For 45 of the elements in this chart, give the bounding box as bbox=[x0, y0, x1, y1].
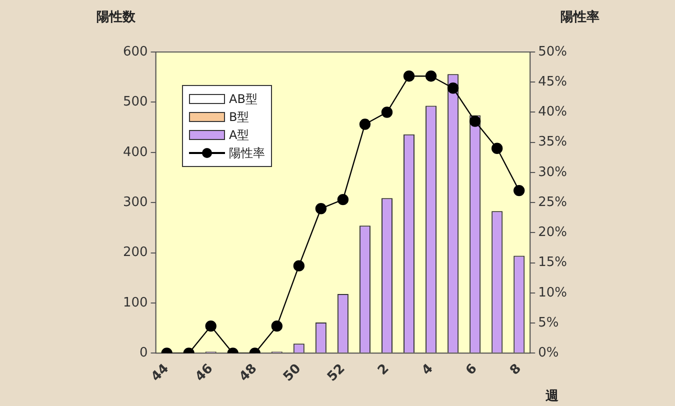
x-axis-title: 週 bbox=[544, 389, 560, 404]
x-tick-label: 44 bbox=[148, 361, 172, 385]
y2-tick-label: 5% bbox=[538, 315, 559, 330]
point bbox=[337, 194, 349, 206]
y2-tick-label: 40% bbox=[538, 104, 568, 120]
legend-label: AB型 bbox=[229, 90, 258, 108]
point bbox=[381, 106, 393, 118]
y-axis-title: 陽性数 bbox=[96, 10, 136, 25]
point bbox=[447, 82, 459, 94]
x-tick-label: 8 bbox=[507, 361, 524, 378]
y2-tick-label: 20% bbox=[538, 225, 568, 240]
y2-tick-label: 0% bbox=[538, 346, 559, 361]
y-tick-label: 500 bbox=[122, 94, 148, 110]
point bbox=[469, 116, 481, 127]
y-tick-label: 200 bbox=[122, 245, 148, 260]
x-tick-label: 46 bbox=[192, 361, 216, 385]
x-tick-label: 6 bbox=[463, 361, 480, 378]
y-tick-label: 100 bbox=[122, 295, 148, 310]
x-tick-label: 52 bbox=[324, 361, 348, 385]
point bbox=[403, 70, 415, 82]
y-tick-label: 300 bbox=[122, 194, 148, 210]
point bbox=[513, 184, 525, 196]
point bbox=[315, 203, 327, 214]
x-tick-label: 2 bbox=[375, 361, 392, 378]
x-tick-label: 4 bbox=[419, 361, 436, 378]
y-tick-label: 400 bbox=[122, 144, 148, 160]
y2-tick-label: 45% bbox=[538, 74, 568, 90]
y2-tick-label: 10% bbox=[538, 285, 568, 300]
y-tick-label: 0 bbox=[140, 346, 148, 361]
legend-label: B型 bbox=[229, 108, 250, 126]
y2-axis-title: 陽性率 bbox=[560, 8, 600, 25]
point bbox=[359, 118, 371, 130]
y2-tick-label: 50% bbox=[538, 44, 568, 60]
x-tick-label: 50 bbox=[280, 361, 304, 385]
point bbox=[293, 260, 305, 272]
legend-label: A型 bbox=[229, 126, 250, 144]
point bbox=[491, 142, 503, 154]
y2-tick-label: 35% bbox=[538, 134, 568, 150]
point bbox=[425, 70, 437, 82]
legend-label: 陽性率 bbox=[229, 144, 265, 162]
y2-tick-label: 30% bbox=[538, 164, 568, 180]
x-tick-label: 48 bbox=[236, 361, 260, 385]
y-tick-label: 600 bbox=[122, 44, 148, 60]
y2-tick-label: 25% bbox=[538, 194, 568, 210]
y2-tick-label: 15% bbox=[538, 255, 568, 270]
